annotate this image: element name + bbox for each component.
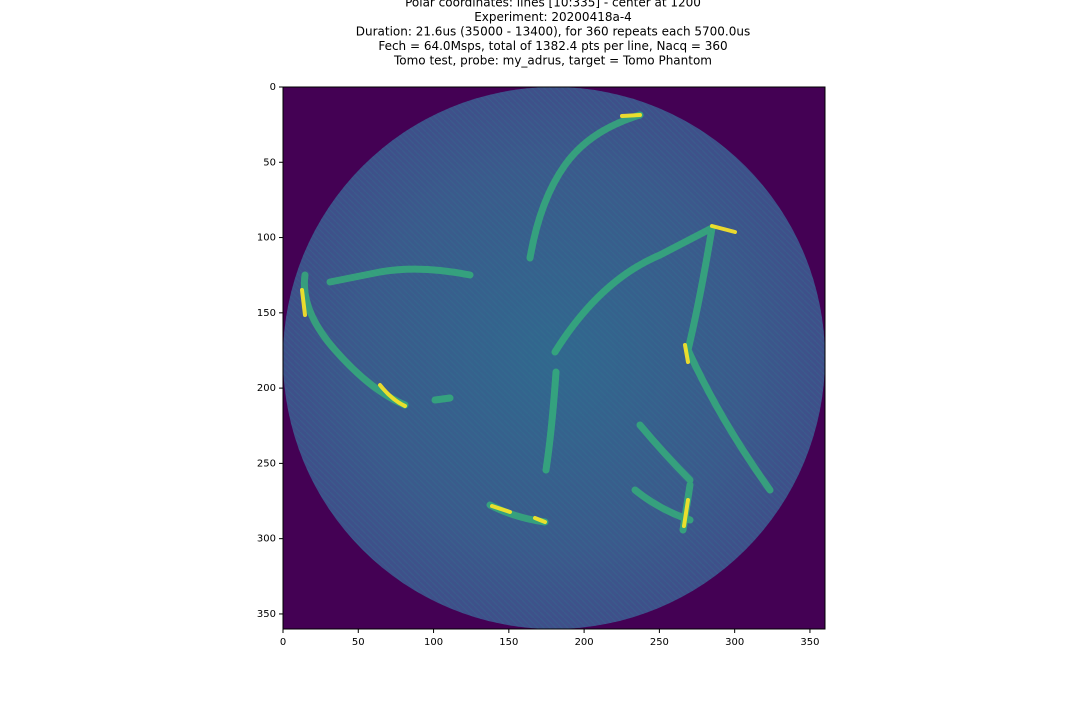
y-tick-label: 250 [257, 458, 276, 469]
y-tick-label: 100 [257, 233, 276, 244]
x-tick-label: 350 [800, 637, 819, 648]
y-tick-label: 300 [257, 534, 276, 545]
x-tick-label: 250 [650, 637, 669, 648]
image-area [282, 86, 826, 630]
y-tick-label: 200 [257, 383, 276, 394]
x-tick-label: 100 [424, 637, 443, 648]
y-tick-label: 50 [263, 157, 276, 168]
x-tick-label: 150 [499, 637, 518, 648]
x-tick-label: 50 [352, 637, 365, 648]
y-tick-label: 150 [257, 308, 276, 319]
scan-texture [283, 87, 825, 629]
chart-title-line: Tomo test, probe: my_adrus, target = Tom… [393, 54, 712, 68]
axes-frame [282, 86, 826, 630]
echo-streaks [300, 111, 774, 534]
x-tick-label: 300 [725, 637, 744, 648]
chart-title-line: Duration: 21.6us (35000 - 13400), for 36… [356, 25, 750, 39]
chart-title-line: Polar coordinates: lines [10:335] - cent… [405, 0, 701, 10]
y-tick-label: 0 [270, 82, 276, 93]
y-tick-label: 350 [257, 609, 276, 620]
x-tick-label: 200 [575, 637, 594, 648]
x-tick-label: 0 [280, 637, 286, 648]
chart-title-line: Fech = 64.0Msps, total of 1382.4 pts per… [378, 39, 727, 53]
chart-title-line: Experiment: 20200418a-4 [474, 10, 632, 24]
